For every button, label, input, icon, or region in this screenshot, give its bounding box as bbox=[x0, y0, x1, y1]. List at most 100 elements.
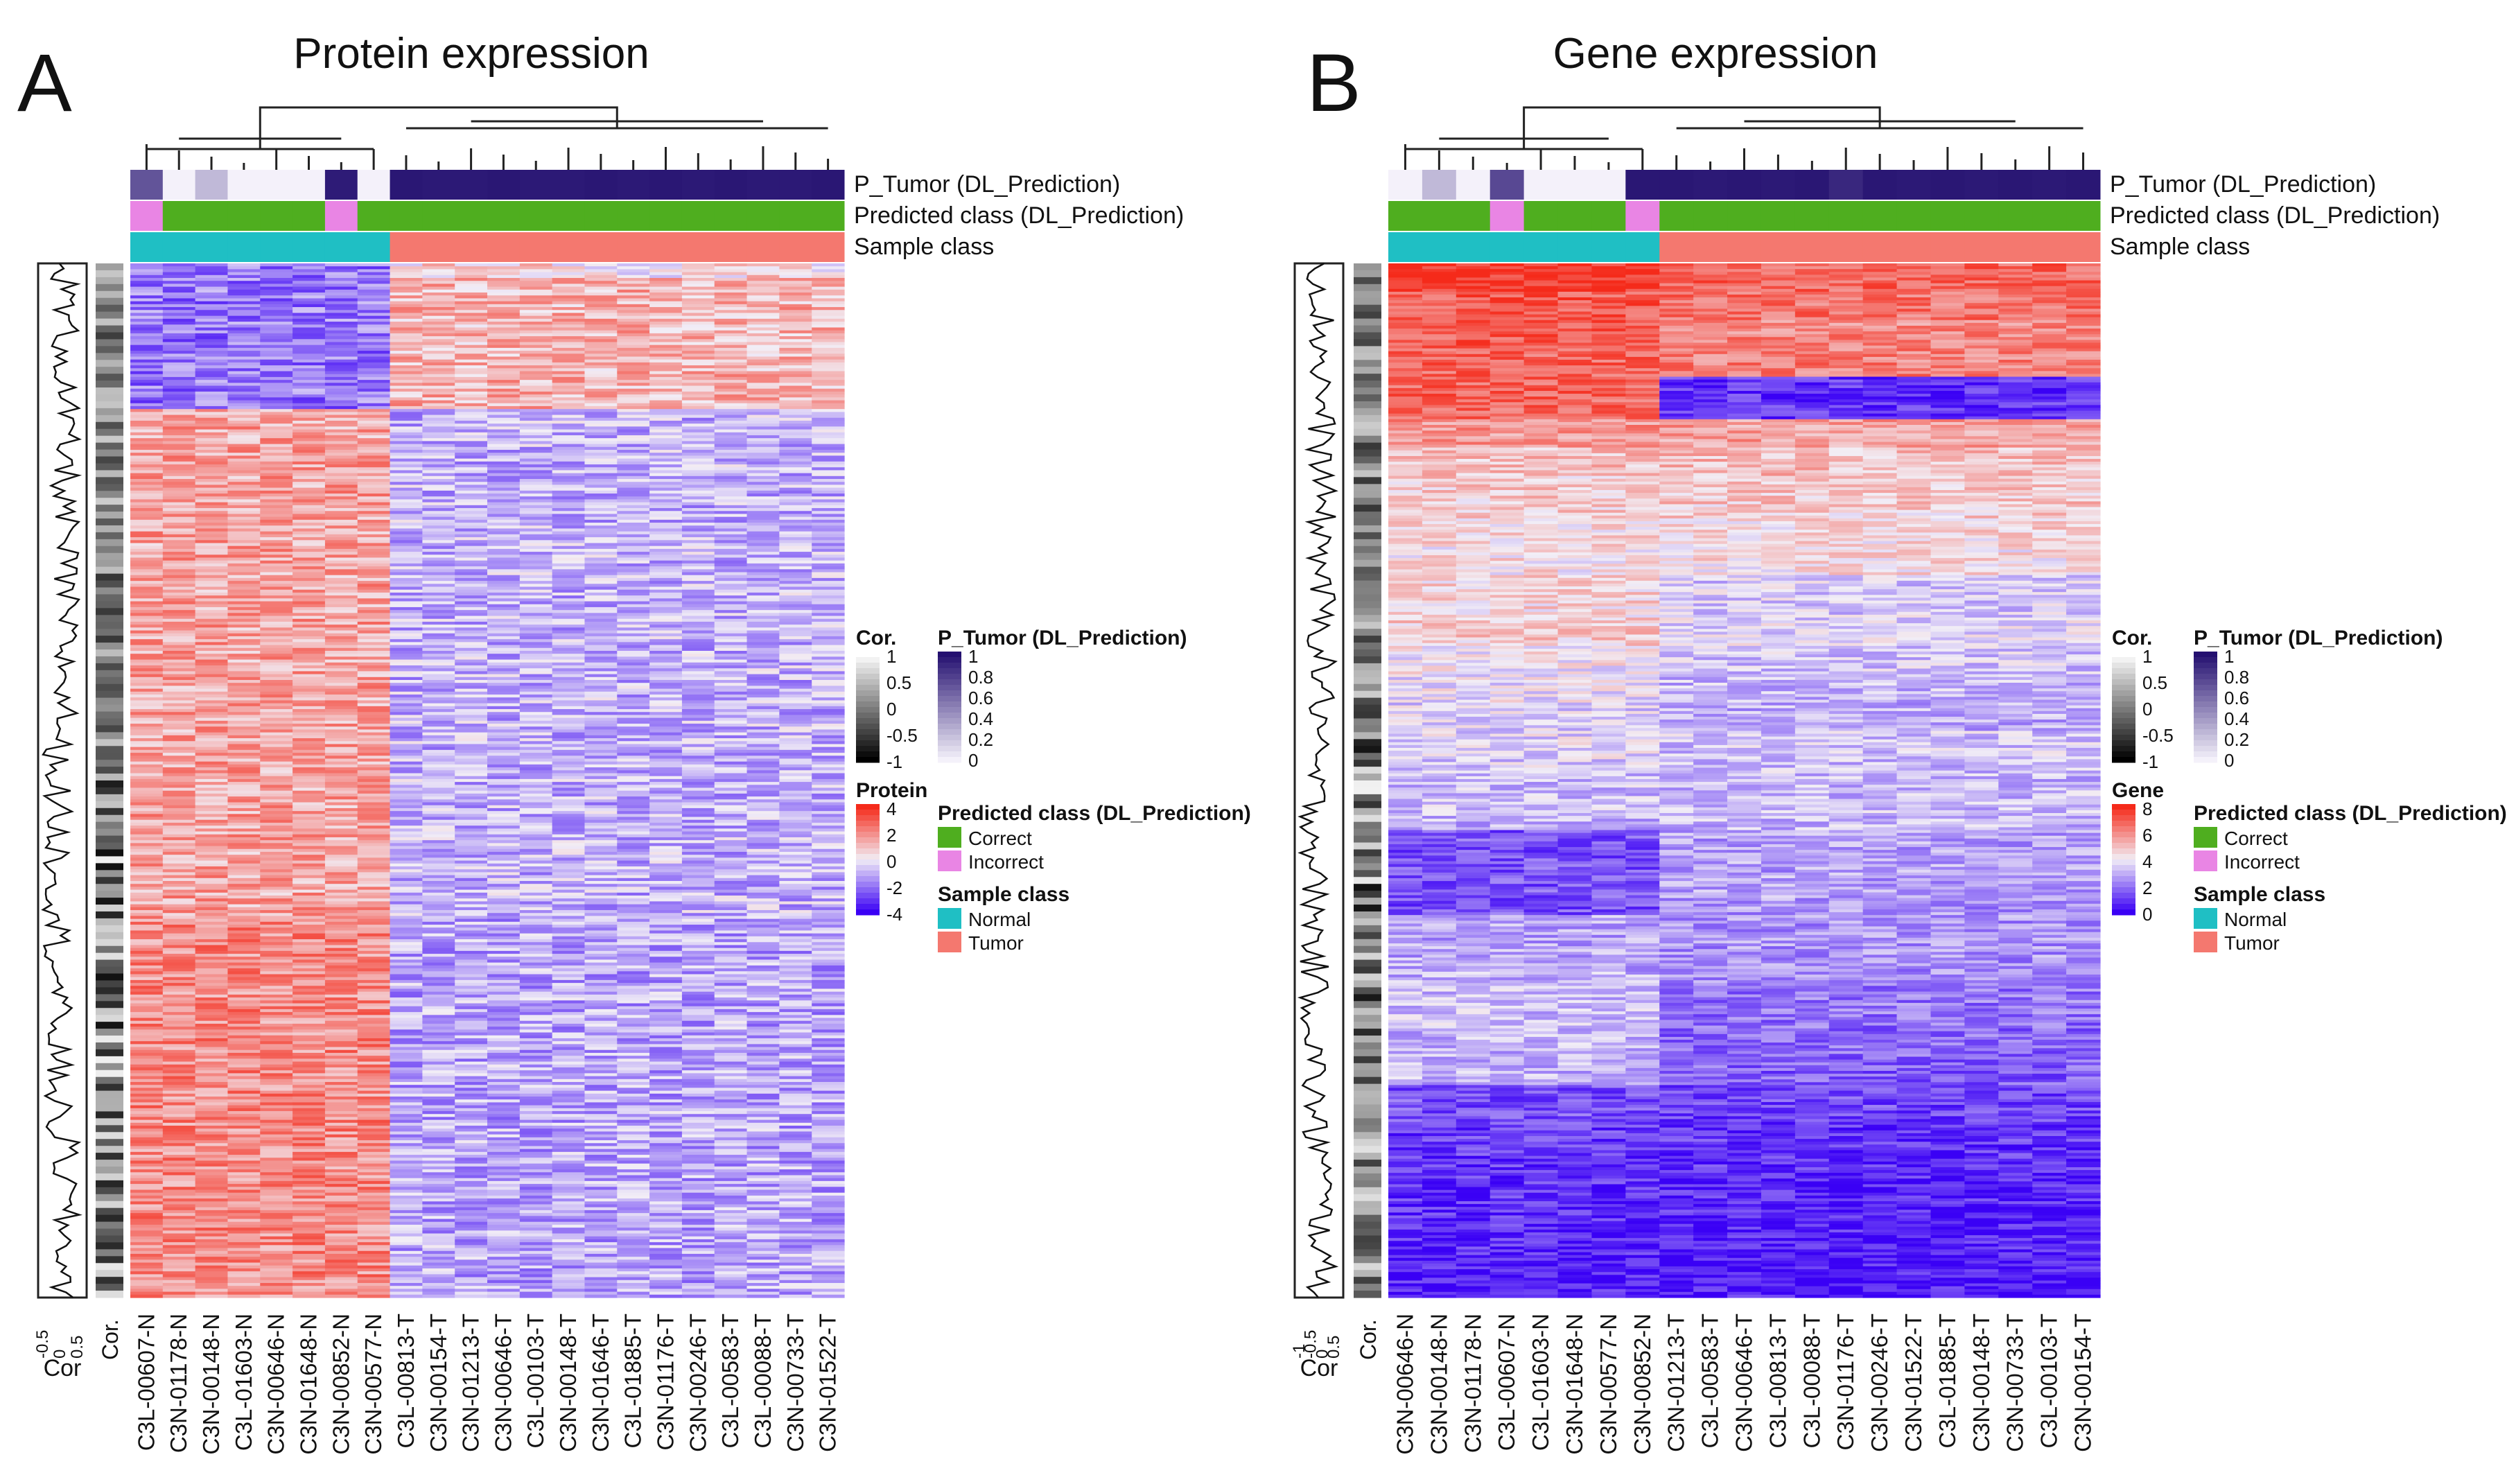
heatmap-cell bbox=[779, 747, 812, 751]
heatmap-cell bbox=[292, 525, 326, 530]
heatmap-cell bbox=[617, 601, 650, 605]
heatmap-cell bbox=[292, 732, 326, 736]
heatmap-cell bbox=[552, 327, 586, 331]
heatmap-cell bbox=[649, 738, 683, 742]
heatmap-cell bbox=[552, 738, 586, 742]
heatmap-cell bbox=[714, 383, 748, 387]
heatmap-cell bbox=[455, 601, 488, 605]
heatmap-cell bbox=[422, 581, 455, 584]
heatmap-cell bbox=[390, 749, 423, 753]
heatmap-cell bbox=[162, 671, 196, 675]
heatmap-cell bbox=[519, 508, 553, 512]
heatmap-cell bbox=[584, 851, 618, 855]
heatmap-cell bbox=[422, 519, 455, 523]
heatmap-cell bbox=[649, 557, 683, 561]
heatmap-cell bbox=[292, 519, 326, 523]
heatmap-cell bbox=[455, 318, 488, 322]
heatmap-cell bbox=[552, 453, 586, 456]
heatmap-cell bbox=[292, 420, 326, 424]
heatmap-cell bbox=[292, 310, 326, 314]
heatmap-cell bbox=[584, 272, 618, 276]
heatmap-cell bbox=[260, 761, 293, 765]
heatmap-cell bbox=[617, 586, 650, 591]
heatmap-cell bbox=[519, 887, 553, 891]
sample-class-cell bbox=[324, 232, 358, 262]
heatmap-cell bbox=[292, 473, 326, 477]
heatmap-cell bbox=[681, 855, 715, 858]
heatmap-cell bbox=[812, 577, 845, 582]
heatmap-cell bbox=[292, 717, 326, 722]
heatmap-cell bbox=[130, 403, 164, 407]
heatmap-cell bbox=[162, 703, 196, 707]
heatmap-cell bbox=[357, 281, 391, 285]
heatmap-cell bbox=[455, 336, 488, 340]
heatmap-cell bbox=[552, 814, 586, 818]
heatmap-cell bbox=[714, 872, 748, 876]
heatmap-cell bbox=[552, 741, 586, 745]
heatmap-cell bbox=[357, 347, 391, 351]
heatmap-cell bbox=[519, 857, 553, 862]
heatmap-cell bbox=[195, 616, 229, 620]
heatmap-cell bbox=[357, 770, 391, 774]
heatmap-cell bbox=[812, 785, 845, 789]
heatmap-cell bbox=[487, 738, 521, 742]
heatmap-cell bbox=[324, 799, 358, 803]
heatmap-cell bbox=[292, 799, 326, 803]
heatmap-cell bbox=[227, 892, 261, 896]
heatmap-cell bbox=[714, 307, 748, 311]
heatmap-cell bbox=[390, 453, 423, 456]
heatmap-cell bbox=[779, 738, 812, 742]
heatmap-cell bbox=[357, 869, 391, 873]
heatmap-cell bbox=[162, 344, 196, 349]
heatmap-cell bbox=[617, 342, 650, 346]
heatmap-cell bbox=[195, 485, 229, 489]
heatmap-cell bbox=[812, 278, 845, 281]
heatmap-cell bbox=[519, 703, 553, 707]
heatmap-cell bbox=[130, 563, 164, 567]
heatmap-cell bbox=[779, 394, 812, 398]
heatmap-cell bbox=[195, 420, 229, 424]
heatmap-cell bbox=[714, 322, 748, 325]
heatmap-cell bbox=[455, 880, 488, 884]
heatmap-cell bbox=[779, 286, 812, 290]
heatmap-cell bbox=[487, 263, 521, 267]
heatmap-cell bbox=[324, 356, 358, 360]
heatmap-cell bbox=[357, 709, 391, 713]
heatmap-cell bbox=[390, 563, 423, 567]
heatmap-cell bbox=[552, 342, 586, 346]
heatmap-cell bbox=[812, 487, 845, 491]
heatmap-cell bbox=[227, 449, 261, 453]
heatmap-cell bbox=[390, 764, 423, 768]
heatmap-cell bbox=[779, 697, 812, 701]
heatmap-cell bbox=[714, 674, 748, 678]
heatmap-cell bbox=[617, 479, 650, 482]
heatmap-cell bbox=[487, 528, 521, 532]
heatmap-cell bbox=[357, 295, 391, 299]
heatmap-cell bbox=[746, 344, 780, 349]
heatmap-cell bbox=[649, 869, 683, 873]
heatmap-cell bbox=[617, 281, 650, 285]
heatmap-cell bbox=[422, 822, 455, 826]
heatmap-cell bbox=[812, 901, 845, 905]
heatmap-cell bbox=[390, 577, 423, 582]
heatmap-cell bbox=[746, 342, 780, 346]
heatmap-cell bbox=[487, 511, 521, 515]
heatmap-cell bbox=[779, 819, 812, 823]
heatmap-cell bbox=[779, 371, 812, 375]
heatmap-cell bbox=[519, 464, 553, 468]
heatmap-cell bbox=[195, 543, 229, 547]
heatmap-cell bbox=[260, 304, 293, 308]
heatmap-cell bbox=[195, 676, 229, 681]
heatmap-cell bbox=[746, 461, 780, 465]
heatmap-cell bbox=[260, 896, 293, 899]
heatmap-cell bbox=[617, 625, 650, 628]
heatmap-cell bbox=[714, 519, 748, 523]
heatmap-cell bbox=[779, 435, 812, 439]
heatmap-cell bbox=[227, 799, 261, 803]
heatmap-cell bbox=[681, 502, 715, 506]
heatmap-cell bbox=[260, 642, 293, 646]
heatmap-cell bbox=[260, 482, 293, 486]
heatmap-cell bbox=[812, 627, 845, 631]
heatmap-cell bbox=[812, 409, 845, 412]
heatmap-cell bbox=[162, 441, 196, 445]
